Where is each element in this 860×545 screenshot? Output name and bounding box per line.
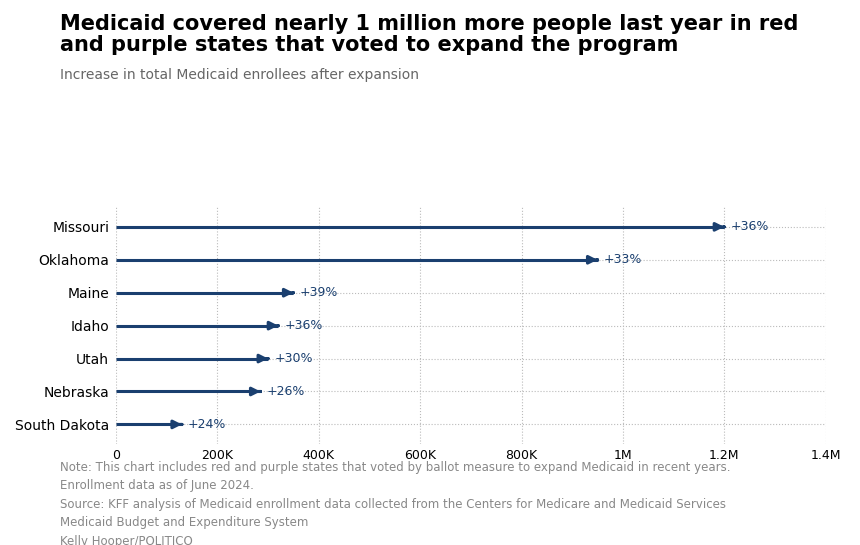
Text: Note: This chart includes red and purple states that voted by ballot measure to : Note: This chart includes red and purple… — [60, 461, 731, 545]
Text: +36%: +36% — [285, 319, 322, 332]
Text: +30%: +30% — [274, 352, 313, 365]
Text: +33%: +33% — [604, 253, 642, 267]
Text: Increase in total Medicaid enrollees after expansion: Increase in total Medicaid enrollees aft… — [60, 68, 419, 82]
Text: +39%: +39% — [299, 286, 338, 299]
Text: +36%: +36% — [730, 220, 769, 233]
Text: +26%: +26% — [267, 385, 305, 398]
Text: +24%: +24% — [188, 418, 226, 431]
Text: Medicaid covered nearly 1 million more people last year in red: Medicaid covered nearly 1 million more p… — [60, 14, 799, 34]
Text: and purple states that voted to expand the program: and purple states that voted to expand t… — [60, 35, 679, 56]
